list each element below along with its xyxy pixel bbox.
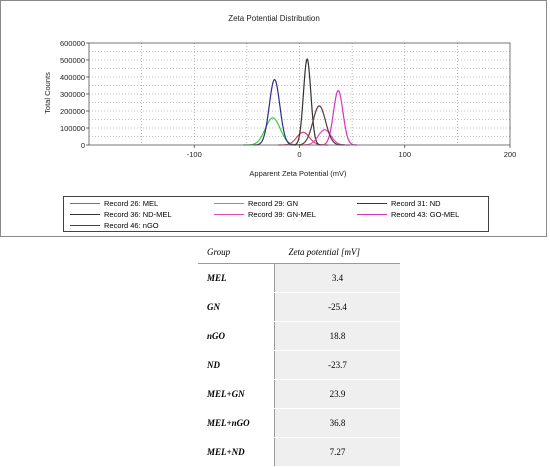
- table-row: nGO 18.8: [198, 321, 400, 351]
- zeta-value-cell: 18.8: [274, 321, 400, 351]
- series-line-gn-mel: [299, 129, 350, 146]
- legend-swatch: [214, 214, 244, 215]
- legend-item: Record 29: GN: [214, 198, 298, 209]
- zeta-potential-table: Group Zeta potential [mV] MEL 3.4 GN -25.4 n…: [198, 241, 400, 467]
- y-tick-label: 0: [81, 141, 85, 150]
- x-axis-label: Apparent Zeta Potential (mV): [249, 169, 347, 178]
- table-header-row: Group Zeta potential [mV]: [198, 241, 400, 264]
- legend-label: Record 36: ND-MEL: [104, 210, 172, 219]
- legend-label: Record 46: nGO: [104, 221, 159, 230]
- legend-label: Record 31: ND: [391, 199, 441, 208]
- group-cell: MEL+ND: [198, 437, 276, 467]
- zeta-value-cell: 3.4: [274, 263, 400, 293]
- legend-swatch: [70, 214, 100, 215]
- series-line-go-mel: [319, 89, 358, 146]
- y-tick-label: 300000: [60, 90, 85, 99]
- table-body: MEL 3.4 GN -25.4 nGO 18.8 ND -23.7 MEL+GN 23.9 MEL…: [198, 263, 400, 467]
- x-tick-label: -100: [187, 150, 202, 159]
- legend-label: Record 39: GN-MEL: [248, 210, 316, 219]
- group-cell: ND: [198, 350, 276, 380]
- zeta-column-header: Zeta potential [mV]: [274, 241, 400, 264]
- y-tick-label: 400000: [60, 73, 85, 82]
- legend-swatch: [357, 214, 387, 215]
- zeta-value-cell: 36.8: [274, 408, 400, 438]
- table-row: ND -23.7: [198, 350, 400, 380]
- legend-item: Record 46: nGO: [70, 220, 159, 231]
- series-line-ngo: [294, 105, 345, 146]
- x-tick-label: 100: [398, 150, 411, 159]
- series-line-nd-mel: [292, 57, 322, 146]
- group-cell: nGO: [198, 321, 276, 351]
- series-line-nd: [253, 78, 296, 146]
- legend-label: Record 29: GN: [248, 199, 299, 208]
- chart-panel: Zeta Potential Distribution Total Counts…: [0, 0, 547, 237]
- legend-item: Record 31: ND: [357, 198, 441, 209]
- table-row: GN -25.4: [198, 292, 400, 322]
- table-row: MEL+GN 23.9: [198, 379, 400, 409]
- group-cell: MEL+GN: [198, 379, 276, 409]
- series-group: [243, 57, 358, 146]
- x-tick-label: 200: [504, 150, 517, 159]
- group-cell: MEL+nGO: [198, 408, 276, 438]
- y-tick-label: 500000: [60, 56, 85, 65]
- zeta-value-cell: 7.27: [274, 437, 400, 467]
- legend-item: Record 39: GN-MEL: [214, 209, 316, 220]
- table-row: MEL+nGO 36.8: [198, 408, 400, 438]
- group-cell: GN: [198, 292, 276, 322]
- chart-title: Zeta Potential Distribution: [228, 14, 320, 23]
- y-tick-label: 100000: [60, 124, 85, 133]
- legend-item: Record 36: ND-MEL: [70, 209, 172, 220]
- zeta-value-cell: -23.7: [274, 350, 400, 380]
- group-column-header: Group: [198, 241, 275, 264]
- zeta-value-cell: 23.9: [274, 379, 400, 409]
- group-cell: MEL: [198, 263, 276, 293]
- ticks: 0 100000 200000 300000 400000 500000 600000 -10…: [60, 39, 516, 159]
- y-tick-label: 200000: [60, 107, 85, 116]
- legend-item: Record 26: MEL: [70, 198, 158, 209]
- legend-swatch: [214, 203, 244, 204]
- zeta-chart: Zeta Potential Distribution Total Counts…: [43, 14, 516, 178]
- legend: Record 26: MEL Record 29: GN Record 31: ND…: [63, 196, 489, 232]
- x-tick-label: 0: [297, 150, 301, 159]
- table-row: MEL+ND 7.27: [198, 437, 400, 467]
- legend-item: Record 43: GO-MEL: [357, 209, 459, 220]
- legend-swatch: [70, 203, 100, 204]
- legend-label: Record 43: GO-MEL: [391, 210, 460, 219]
- legend-swatch: [70, 225, 100, 226]
- y-tick-label: 600000: [60, 39, 85, 48]
- grid: [89, 43, 510, 145]
- legend-label: Record 26: MEL: [104, 199, 159, 208]
- legend-swatch: [357, 203, 387, 204]
- y-axis-label: Total Counts: [43, 72, 52, 114]
- zeta-value-cell: -25.4: [274, 292, 400, 322]
- table-row: MEL 3.4: [198, 263, 400, 293]
